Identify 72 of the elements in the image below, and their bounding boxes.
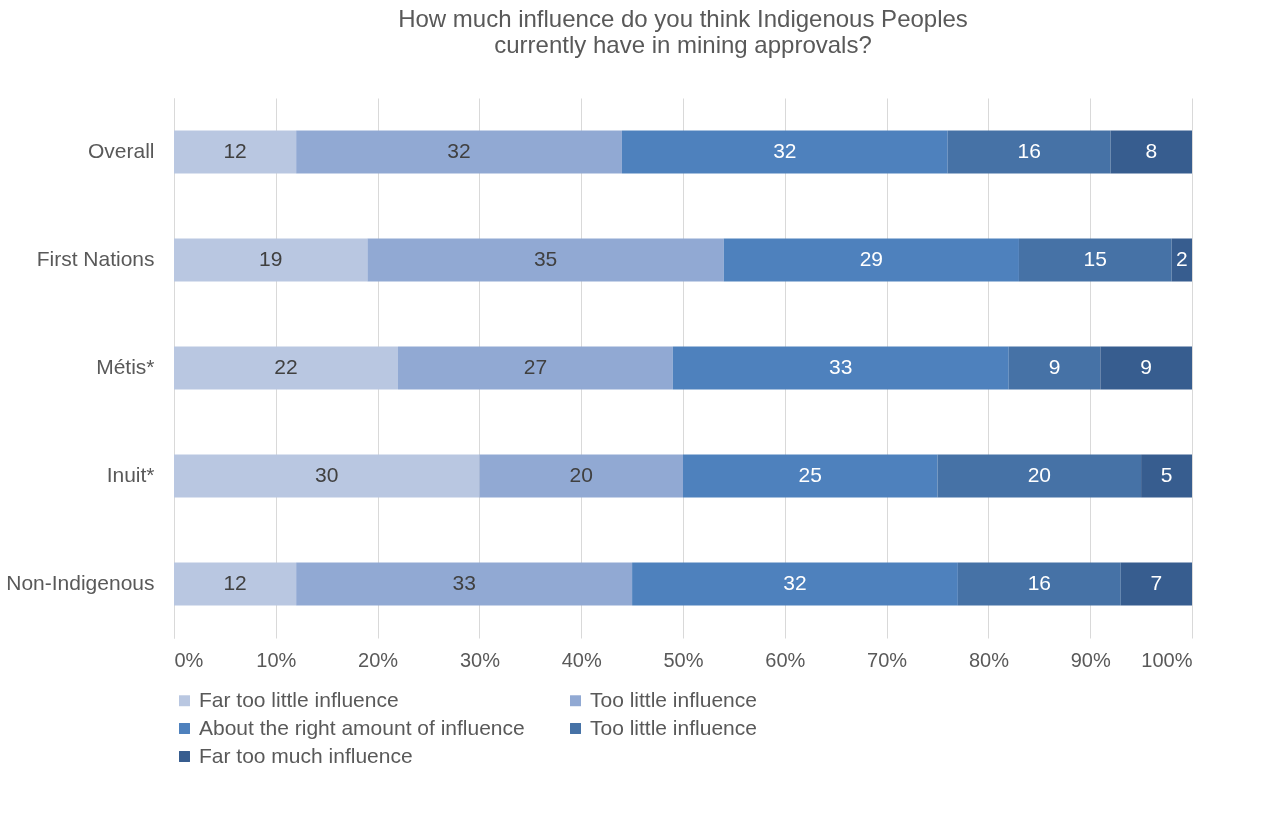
legend-label: Too little influence <box>590 687 757 711</box>
data-label: 32 <box>783 571 807 594</box>
bar <box>683 454 938 498</box>
data-label: 15 <box>1083 247 1107 270</box>
data-label: 16 <box>1017 139 1041 162</box>
y-tick-label: Métis* <box>96 355 155 378</box>
data-label: 35 <box>533 247 558 270</box>
data-label: 2 <box>1175 247 1188 270</box>
data-label: 12 <box>223 571 247 594</box>
data-label: 5 <box>1160 463 1173 486</box>
data-label: 7 <box>1150 571 1163 594</box>
data-label: 9 <box>1048 355 1061 378</box>
bar <box>632 562 958 606</box>
bar <box>479 454 683 498</box>
x-tick-label: 0% <box>174 648 204 671</box>
data-label: 25 <box>798 463 822 486</box>
data-label: 33 <box>829 355 853 378</box>
bar <box>174 454 480 498</box>
bar <box>397 346 673 390</box>
bar <box>1008 346 1101 390</box>
bar <box>723 238 1019 282</box>
data-label: 22 <box>274 355 298 378</box>
data-label: 20 <box>569 463 593 486</box>
bar <box>672 346 1009 390</box>
bar <box>1018 238 1172 282</box>
legend-label: Too little influence <box>590 715 757 739</box>
bar <box>1141 454 1192 498</box>
x-tick-label: 90% <box>1070 648 1111 671</box>
x-tick-label: 10% <box>256 648 297 671</box>
chart-title: How much influence do you think Indigenous Peoples currently have in mining approvals? <box>398 5 968 58</box>
bar <box>957 562 1121 606</box>
data-label: 32 <box>773 139 797 162</box>
bar <box>1120 562 1192 606</box>
data-label: 33 <box>452 571 476 594</box>
x-tick-label: 30% <box>459 648 501 671</box>
x-tick-label: 80% <box>968 648 1010 671</box>
bar <box>947 130 1111 174</box>
data-label: 20 <box>1027 463 1051 486</box>
x-tick-label: 100% <box>1141 648 1193 671</box>
bar <box>367 238 724 282</box>
bar <box>621 130 948 174</box>
bar <box>1100 346 1192 390</box>
x-tick-label: 40% <box>561 648 602 671</box>
data-label: 12 <box>223 139 247 162</box>
bar <box>1110 130 1192 174</box>
x-tick-label: 70% <box>867 648 908 671</box>
bar <box>296 130 622 174</box>
legend-label: Far too little influence <box>199 687 399 711</box>
y-tick-label: Inuit* <box>106 463 155 486</box>
y-tick-label: Non-Indigenous <box>6 571 155 594</box>
bar <box>296 562 633 606</box>
bar <box>174 130 297 174</box>
data-label: 16 <box>1027 571 1051 594</box>
y-tick-label: First Nations <box>36 247 155 270</box>
data-label: 9 <box>1140 355 1153 378</box>
data-label: 27 <box>523 355 548 378</box>
data-label: 8 <box>1145 139 1158 162</box>
data-label: 19 <box>259 247 283 270</box>
bar <box>1171 238 1192 282</box>
bar <box>174 346 398 390</box>
bar <box>937 454 1142 498</box>
x-tick-label: 20% <box>358 648 399 671</box>
x-tick-label: 60% <box>765 648 806 671</box>
data-label: 30 <box>315 463 339 486</box>
legend-label: Far too much influence <box>199 743 413 767</box>
x-tick-label: 50% <box>663 648 704 671</box>
data-label: 29 <box>859 247 884 270</box>
y-tick-label: Overall <box>87 139 155 162</box>
legend-label: About the right amount of influence <box>199 715 525 739</box>
bar <box>174 562 297 606</box>
bar <box>174 238 368 282</box>
data-label: 32 <box>447 139 471 162</box>
